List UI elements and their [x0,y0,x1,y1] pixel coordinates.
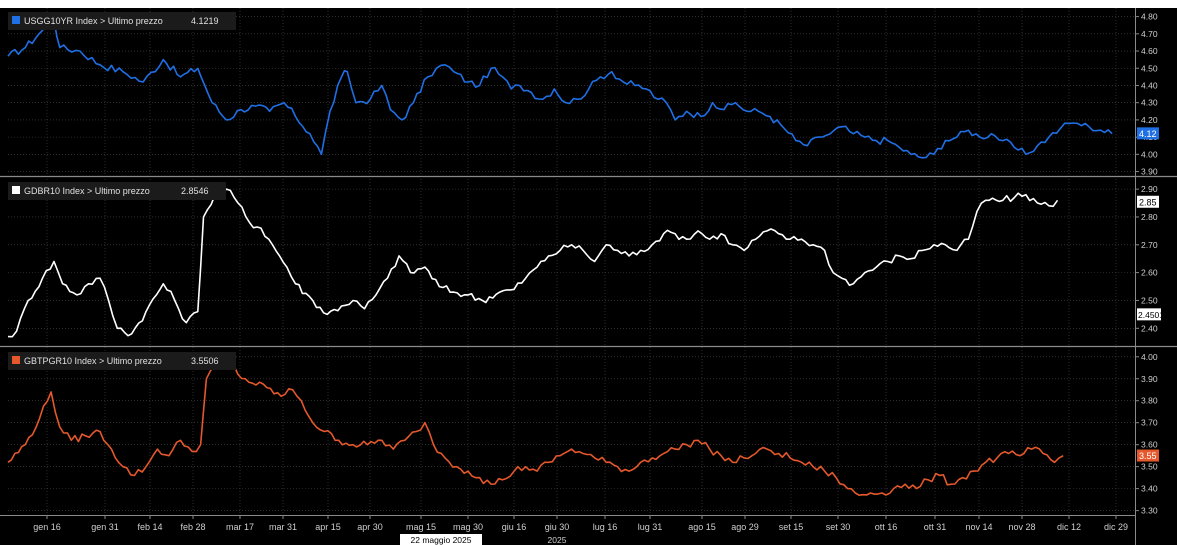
x-cursor-text: 22 maggio 2025 [411,535,472,545]
legend-us-label: USGG10YR Index > Ultimo prezzo [24,16,163,26]
x-tick-label-10: giu 16 [502,522,527,532]
x-tick-label-1: gen 31 [91,522,119,532]
x-tick-label-23: dic 29 [1104,522,1128,532]
x-tick-label-12: lug 16 [593,522,618,532]
legend-de: GDBR10 Index > Ultimo prezzo 2.8546 [8,182,226,200]
x-tick-label-13: lug 31 [638,522,663,532]
x-tick-label-8: mag 15 [406,522,436,532]
x-tick-label-18: ott 16 [875,522,898,532]
it-y-tick-label-2: 3.50 [1141,462,1158,472]
de-y-tick-label-0: 2.40 [1141,323,1158,333]
x-tick-label-9: mag 30 [453,522,483,532]
it-y-tick-label-5: 3.80 [1141,396,1158,406]
legend-de-bg [8,182,226,200]
x-tick-label-6: apr 15 [315,522,341,532]
us-y-tick-label-5: 4.40 [1141,80,1158,90]
x-tick-label-4: mar 17 [226,522,254,532]
x-tick-label-14: ago 15 [688,522,716,532]
it-y-tick-label-4: 3.70 [1141,418,1158,428]
us-series-line [7,19,1113,159]
us-y-tick-label-1: 4.00 [1141,149,1158,159]
x-year-label: 2025 [548,535,567,545]
de-y-tick-label-4: 2.80 [1141,212,1158,222]
it-y-tick-label-1: 3.40 [1141,484,1158,494]
x-tick-label-2: feb 14 [137,522,162,532]
axis-layer: gen 16 gen 31 feb 14 feb 28 mar 17 mar 31 apr … [0,8,1164,545]
legend-us-swatch [12,16,20,24]
de-aux-tag: 2.4501 [1138,310,1164,320]
x-tick-label-20: nov 14 [965,522,992,532]
de-last-tag-bg [1137,195,1159,208]
x-tick-label-17: set 30 [826,522,851,532]
x-tick-label-15: ago 29 [731,522,759,532]
de-y-tick-label-3: 2.70 [1141,240,1158,250]
x-tick-label-5: mar 31 [269,522,297,532]
x-tick-label-16: set 15 [779,522,804,532]
us-y-tick-label-4: 4.30 [1141,98,1158,108]
legend-it-bg [8,352,236,370]
it-y-tick-label-7: 4.00 [1141,352,1158,362]
it-y-tick-label-6: 3.90 [1141,374,1158,384]
legend-it: GBTPGR10 Index > Ultimo prezzo 3.5506 [8,352,236,370]
it-y-tick-label-0: 3.30 [1141,506,1158,516]
x-cursor-bg [400,534,482,545]
de-y-tick-label-1: 2.50 [1141,295,1158,305]
x-tick-label-19: ott 31 [924,522,947,532]
x-tick-label-22: dic 12 [1057,522,1081,532]
x-tick-label-3: feb 28 [180,522,205,532]
it-last-tag: 3.55 [1139,451,1157,461]
it-y-tick-label-3: 3.60 [1141,440,1158,450]
us-y-tick-label-3: 4.20 [1141,115,1158,125]
us-y-tick-label-6: 4.50 [1141,63,1158,73]
legend-us: USGG10YR Index > Ultimo prezzo 4.1219 [8,12,236,30]
us-y-tick-label-0: 3.90 [1141,167,1158,177]
x-tick-label-0: gen 16 [33,522,61,532]
legend-us-bg [8,12,236,30]
series-layer [7,19,1113,496]
de-y-tick-label-5: 2.90 [1141,184,1158,194]
it-series-line [7,356,1064,496]
de-y-tick-label-2: 2.60 [1141,268,1158,278]
x-tick-label-21: nov 28 [1008,522,1035,532]
x-tick-label-11: giu 30 [545,522,570,532]
x-tick-label-7: apr 30 [357,522,383,532]
x-cursor-label: 22 maggio 2025 [400,534,482,545]
legend-de-swatch [12,186,20,194]
de-last-tag: 2.85 [1139,197,1157,207]
us-last-tag: 4.12 [1139,129,1157,139]
legend-it-value: 3.5506 [191,356,219,366]
legend-de-value: 2.8546 [181,186,209,196]
us-y-tick-label-9: 4.80 [1141,12,1158,22]
legend-it-label: GBTPGR10 Index > Ultimo prezzo [24,356,162,366]
us-y-tick-label-7: 4.60 [1141,46,1158,56]
legend-us-value: 4.1219 [191,16,219,26]
us-y-tick-label-8: 4.70 [1141,29,1158,39]
window-top-strip [0,0,1177,8]
legend-de-label: GDBR10 Index > Ultimo prezzo [24,186,150,196]
it-last-tag-bg [1137,449,1159,462]
de-series-line [7,188,1059,338]
de-aux-tag-bg [1137,308,1161,321]
us-last-tag-bg [1137,127,1159,140]
legend-it-swatch [12,356,20,364]
grid-layer [0,8,1177,515]
